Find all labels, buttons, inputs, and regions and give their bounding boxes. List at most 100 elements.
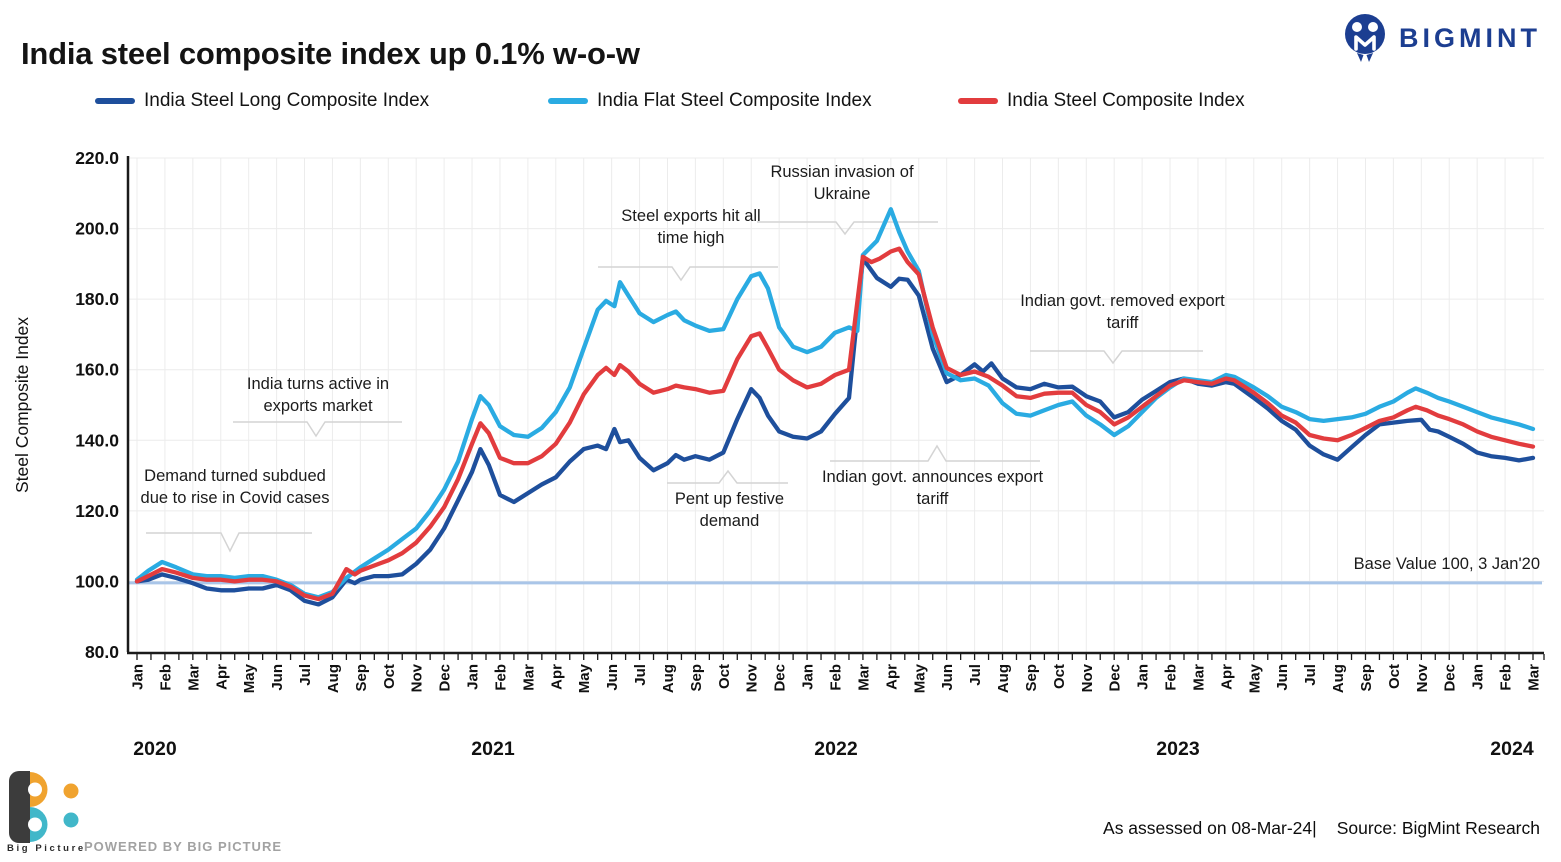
svg-text:Jun: Jun: [604, 664, 621, 691]
svg-text:Feb: Feb: [1163, 664, 1180, 691]
svg-text:Sep: Sep: [353, 664, 370, 692]
bigmint-icon: [1343, 10, 1387, 67]
svg-text:120.0: 120.0: [75, 501, 119, 521]
powered-by-text: POWERED BY BIG PICTURE: [84, 839, 283, 854]
source-text: Source: BigMint Research: [1336, 818, 1540, 838]
svg-text:Feb: Feb: [828, 664, 845, 691]
svg-text:Jan: Jan: [800, 664, 817, 690]
annotation-steel-exports: Steel exports hit all time high: [621, 207, 761, 247]
svg-text:May: May: [241, 663, 258, 693]
svg-text:2021: 2021: [471, 738, 515, 760]
svg-text:Dec: Dec: [1442, 664, 1459, 692]
svg-text:Apr: Apr: [1218, 664, 1235, 690]
y-axis-title: Steel Composite Index: [12, 317, 32, 493]
svg-text:100.0: 100.0: [75, 571, 119, 591]
gridlines: [128, 157, 1544, 652]
svg-text:2024: 2024: [1490, 738, 1534, 760]
svg-text:Mar: Mar: [855, 664, 872, 691]
svg-text:Aug: Aug: [660, 664, 677, 693]
series-line-india-flat-steel-composite-index: [134, 207, 1536, 600]
svg-text:Aug: Aug: [325, 664, 342, 693]
callout-russia-ukraine: [757, 221, 938, 236]
y-axis-tick-labels: 80.0 100.0 120.0 140.0 160.0 180.0 200.0 220.0: [75, 148, 119, 662]
svg-text:Feb: Feb: [157, 664, 174, 691]
svg-text:2020: 2020: [133, 738, 177, 760]
callout-covid-demand: [146, 532, 312, 553]
callout-pent-up-demand: [667, 469, 788, 484]
annotation-removed-tariff: Indian govt. removed export tariff: [1020, 292, 1225, 332]
legend-swatch-long: [95, 98, 135, 104]
svg-text:Dec: Dec: [437, 664, 454, 692]
svg-text:Apr: Apr: [548, 664, 565, 690]
assessed-date-text: As assessed on 08-Mar-24|: [1103, 818, 1317, 838]
x-axis-month-labels: Jan Feb Mar Apr May Jun Jul Aug Sep Oct Nov Dec Jan F…: [130, 663, 1543, 693]
svg-text:Mar: Mar: [185, 664, 202, 691]
svg-text:Jul: Jul: [632, 664, 649, 686]
axes: [126, 156, 1545, 660]
svg-text:Apr: Apr: [883, 664, 900, 690]
big-picture-wordmark: Big Picture: [7, 843, 86, 854]
series-line-india-steel-composite-index: [134, 246, 1536, 602]
svg-text:Oct: Oct: [381, 664, 398, 689]
legend-label-long: India Steel Long Composite Index: [144, 90, 430, 111]
annotation-exports-market: India turns active in exports market: [246, 375, 390, 415]
svg-text:May: May: [576, 663, 593, 693]
svg-text:May: May: [911, 663, 928, 693]
callout-steel-exports: [598, 266, 778, 282]
bigmint-wordmark: BIGMINT: [1399, 23, 1541, 53]
svg-text:Sep: Sep: [1023, 664, 1040, 692]
legend-item-flat-index: India Flat Steel Composite Index: [548, 90, 872, 112]
svg-text:200.0: 200.0: [75, 219, 119, 239]
callout-announces-tariff: [830, 444, 1040, 462]
legend-label-flat: India Flat Steel Composite Index: [597, 90, 872, 111]
svg-text:Jul: Jul: [297, 664, 314, 686]
svg-text:Nov: Nov: [1414, 663, 1431, 692]
svg-text:Jan: Jan: [130, 664, 147, 690]
svg-text:Nov: Nov: [409, 663, 426, 692]
svg-text:Jan: Jan: [1470, 664, 1487, 690]
legend-label-composite: India Steel Composite Index: [1007, 90, 1245, 111]
svg-text:Jan: Jan: [1135, 664, 1152, 690]
svg-text:Sep: Sep: [688, 664, 705, 692]
svg-text:Feb: Feb: [492, 664, 509, 691]
svg-text:Jun: Jun: [939, 664, 956, 691]
svg-text:220.0: 220.0: [75, 148, 119, 168]
svg-text:180.0: 180.0: [75, 289, 119, 309]
svg-text:Jun: Jun: [269, 664, 286, 691]
svg-text:May: May: [1246, 663, 1263, 693]
legend-item-composite-index: India Steel Composite Index: [958, 90, 1245, 112]
svg-text:Oct: Oct: [1386, 664, 1403, 689]
footer: As assessed on 08-Mar-24| Source: BigMin…: [1103, 818, 1540, 839]
svg-text:Aug: Aug: [1330, 664, 1347, 693]
svg-text:140.0: 140.0: [75, 430, 119, 450]
svg-text:2023: 2023: [1156, 738, 1200, 760]
svg-text:Aug: Aug: [995, 664, 1012, 693]
svg-text:2022: 2022: [814, 738, 858, 760]
svg-text:Feb: Feb: [1498, 664, 1515, 691]
annotation-base-value: Base Value 100, 3 Jan'20: [1353, 555, 1540, 573]
page-title: India steel composite index up 0.1% w-o-…: [21, 36, 640, 71]
callout-removed-tariff: [1030, 350, 1203, 365]
svg-text:Jan: Jan: [465, 664, 482, 690]
svg-text:Oct: Oct: [716, 664, 733, 689]
legend-swatch-composite: [958, 98, 998, 104]
svg-text:Nov: Nov: [744, 663, 761, 692]
legend-swatch-flat: [548, 98, 588, 104]
bigmint-logo: BIGMINT: [1343, 10, 1541, 67]
svg-text:Mar: Mar: [1190, 664, 1207, 691]
svg-text:Dec: Dec: [1107, 664, 1124, 692]
svg-text:80.0: 80.0: [85, 642, 119, 662]
svg-text:Oct: Oct: [1051, 664, 1068, 689]
svg-text:Dec: Dec: [772, 664, 789, 692]
callout-exports-market: [233, 421, 402, 438]
annotation-announces-tariff: Indian govt. announces export tariff: [821, 468, 1044, 508]
svg-text:Mar: Mar: [520, 664, 537, 691]
svg-text:Nov: Nov: [1079, 663, 1096, 692]
svg-text:Mar: Mar: [1526, 664, 1543, 691]
annotation-russia-ukraine: Russian invasion of Ukraine: [770, 163, 914, 203]
svg-text:Jul: Jul: [1302, 664, 1319, 686]
annotation-covid-demand: Demand turned subdued due to rise in Cov…: [140, 467, 330, 507]
svg-text:160.0: 160.0: [75, 360, 119, 380]
